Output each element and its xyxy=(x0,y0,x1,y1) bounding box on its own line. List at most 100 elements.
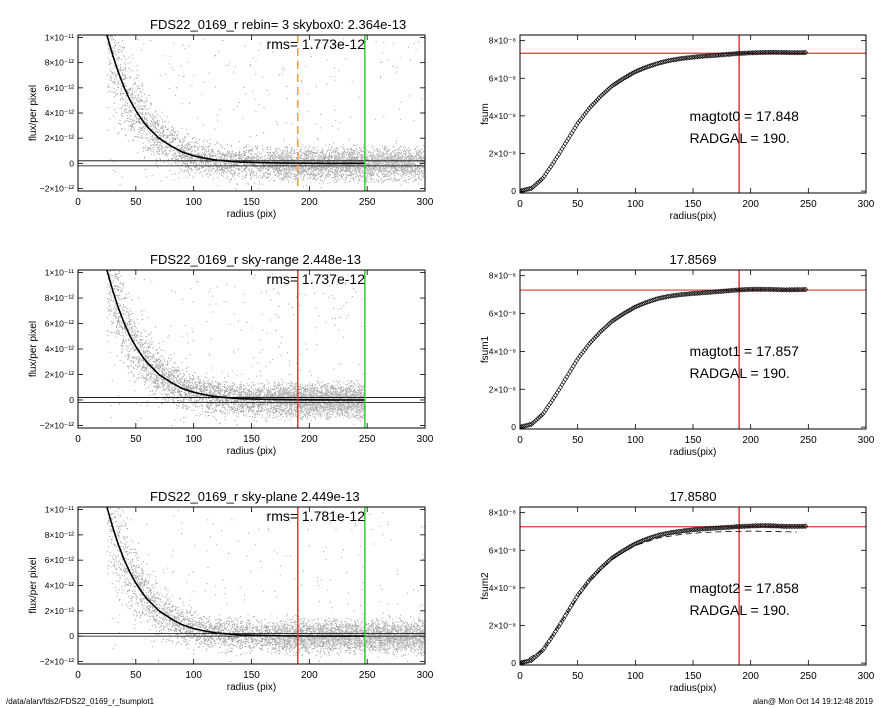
growth-point xyxy=(762,286,768,293)
radial-profile-line xyxy=(106,35,365,165)
growth-point xyxy=(737,50,743,57)
x-tick-label: 200 xyxy=(742,435,759,446)
growth-point xyxy=(557,620,563,627)
y-tick-label: 0 xyxy=(69,158,74,168)
growth-point xyxy=(792,49,797,56)
growth-point xyxy=(730,51,736,57)
x-tick-label: 250 xyxy=(359,197,376,208)
x-tick-label: 150 xyxy=(243,434,260,445)
growth-point xyxy=(774,523,780,529)
growth-point xyxy=(772,49,778,55)
growth-point xyxy=(625,308,631,314)
growth-point xyxy=(595,568,600,575)
growth-point xyxy=(743,286,749,293)
growth-point xyxy=(795,523,801,530)
y-tick-label: 8×10⁻⁸ xyxy=(489,36,517,46)
growth-point xyxy=(616,79,621,85)
x-tick-label: 200 xyxy=(301,197,318,208)
growth-point xyxy=(632,541,638,547)
y-tick-label: 1×10⁻¹¹ xyxy=(45,268,74,278)
growth-point xyxy=(748,523,754,529)
growth-point xyxy=(609,555,615,561)
growth-point xyxy=(762,523,768,529)
growth-point xyxy=(559,146,565,152)
y-tick-label: 2×10⁻⁸ xyxy=(489,384,517,394)
axes-frame xyxy=(77,506,426,665)
growth-point xyxy=(586,577,592,583)
x-axis-label: radius (pix) xyxy=(227,446,276,457)
y-tick-label: 1×10⁻¹¹ xyxy=(45,505,74,515)
growth-point xyxy=(761,286,767,292)
x-tick-label: 50 xyxy=(130,670,142,681)
chart-title: 17.8569 xyxy=(670,252,717,267)
growth-point xyxy=(766,523,772,529)
growth-point xyxy=(570,363,576,369)
growth-point xyxy=(588,339,594,345)
y-tick-label: 4×10⁻⁸ xyxy=(489,346,517,356)
growth-point xyxy=(538,177,544,183)
growth-point xyxy=(745,523,751,529)
growth-point xyxy=(783,287,789,293)
y-tick-label: −2×10⁻¹² xyxy=(40,183,74,193)
growth-point xyxy=(601,325,607,332)
x-tick-label: 300 xyxy=(858,199,875,210)
y-tick-label: 2×10⁻¹² xyxy=(45,133,74,143)
growth-point xyxy=(787,49,793,56)
growth-point xyxy=(622,74,628,81)
growth-point xyxy=(772,286,778,293)
footer-path: /data/alan/fds2/FDS22_0169_r_fsumplot1 xyxy=(6,697,155,706)
growth-point xyxy=(628,543,634,549)
y-tick-label: 6×10⁻¹² xyxy=(45,555,74,565)
growth-point xyxy=(632,69,638,75)
growth-point xyxy=(540,647,546,654)
growth-point xyxy=(709,525,715,531)
x-tick-label: 200 xyxy=(742,199,759,210)
growth-point xyxy=(790,287,796,293)
growth-point xyxy=(738,50,744,56)
growth-point xyxy=(596,567,602,573)
rms-annotation: rms= 1.781e-12 xyxy=(267,508,366,524)
y-axis-label: flux/per pixel xyxy=(28,321,39,377)
growth-point xyxy=(607,320,613,326)
growth-point xyxy=(554,390,560,396)
x-tick-label: 0 xyxy=(517,671,523,682)
x-tick-label: 0 xyxy=(75,434,81,445)
growth-point xyxy=(617,550,623,556)
growth-point xyxy=(533,417,539,423)
growth-point xyxy=(774,286,780,293)
growth-point xyxy=(767,286,773,293)
growth-point xyxy=(750,286,755,292)
y-tick-label: 0 xyxy=(511,658,516,668)
x-tick-label: 300 xyxy=(417,434,434,445)
y-tick-label: 8×10⁻⁸ xyxy=(489,271,517,281)
growth-point xyxy=(769,523,775,529)
growth-point xyxy=(793,523,799,530)
growth-point xyxy=(764,286,770,293)
growth-point xyxy=(619,76,625,83)
x-tick-label: 250 xyxy=(359,670,376,681)
x-tick-label: 150 xyxy=(243,670,260,681)
x-axis-label: radius(pix) xyxy=(670,683,717,694)
growth-point xyxy=(574,358,579,364)
plot-area xyxy=(520,507,866,665)
growth-point xyxy=(596,95,602,101)
growth-point xyxy=(696,290,702,296)
rms-annotation: rms= 1.737e-12 xyxy=(267,271,366,287)
growth-point xyxy=(575,120,581,126)
growth-point xyxy=(777,523,783,529)
growth-point xyxy=(609,318,615,324)
growth-point xyxy=(620,75,626,82)
x-tick-label: 0 xyxy=(75,670,81,681)
growth-point xyxy=(599,327,605,333)
growth-point xyxy=(528,421,534,427)
growth-point xyxy=(775,49,781,56)
chart-right-bottom: magtot2 = 17.858 RADGAL = 190. 0 50 100 150 20… xyxy=(480,489,875,694)
y-tick-label: 6×10⁻⁸ xyxy=(489,73,517,83)
chart-right-middle: magtot1 = 17.857 RADGAL = 190. 0 50 100 150 20… xyxy=(480,252,875,458)
magnitude-annotation-1: RADGAL = 190. xyxy=(690,365,790,381)
growth-point xyxy=(737,523,743,530)
growth-point xyxy=(564,138,570,144)
growth-point xyxy=(567,133,573,139)
growth-point xyxy=(611,554,617,560)
growth-point xyxy=(527,186,533,192)
